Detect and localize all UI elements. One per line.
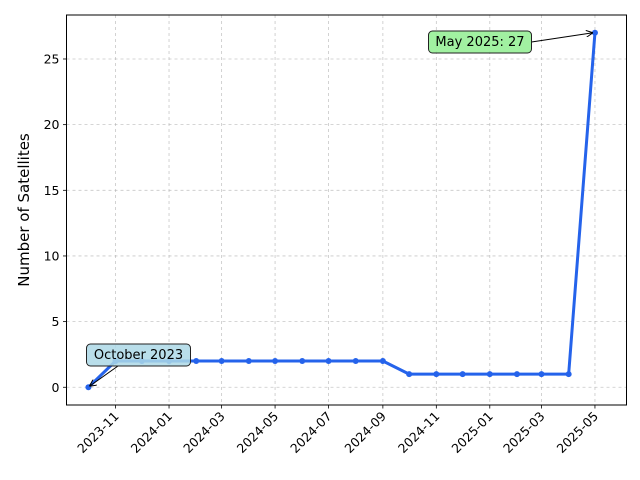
y-axis-label: Number of Satellites [15,133,33,287]
x-tick-label: 2024-05 [234,409,282,457]
y-axis: 0 5 10 15 20 25 [44,51,67,395]
x-tick-label: 2023-11 [74,409,122,457]
series-line [87,32,597,389]
y-tick-label: 5 [52,314,60,329]
plot-frame [66,14,627,406]
x-tick-label: 2024-03 [180,409,228,457]
annotation-label: October 2023 [94,348,183,363]
data-point [433,371,440,378]
data-point [325,358,332,365]
data-point [272,358,279,365]
annotation-box [86,343,191,367]
y-tick-label: 25 [44,51,60,66]
x-tick-label: 2025-05 [554,409,602,457]
x-tick-label: 2024-07 [287,409,335,457]
data-point [406,371,413,378]
data-point [245,358,252,365]
x-tick-label: 2024-09 [341,408,389,456]
annotation-arrow [89,365,119,386]
data-point [218,358,225,365]
data-point [299,358,306,365]
x-tick-label: 2025-03 [500,409,548,457]
data-point [513,371,520,378]
annotation-box [428,30,532,54]
data-point [459,371,466,378]
grid [66,15,627,405]
y-tick-label: 10 [44,248,60,263]
y-tick-label: 20 [44,117,60,132]
data-point [193,358,200,365]
x-tick-label: 2025-01 [448,409,496,457]
annotations: October 2023 May 2025: 27 [86,30,593,386]
y-tick-label: 15 [44,183,60,198]
data-point [486,371,493,378]
x-axis: 2023-11 2024-01 2024-03 2024-05 2024-07 2024-… [74,405,601,456]
x-tick-label: 2024-01 [128,409,176,457]
y-tick-label: 0 [52,380,60,395]
data-point [538,371,545,378]
data-point [379,358,386,365]
annotation-label: May 2025: 27 [435,35,524,50]
x-tick-label: 2024-11 [395,409,443,457]
annotation-arrow [531,33,593,43]
data-point [352,358,359,365]
series-layer [85,29,598,391]
data-point [565,371,572,378]
